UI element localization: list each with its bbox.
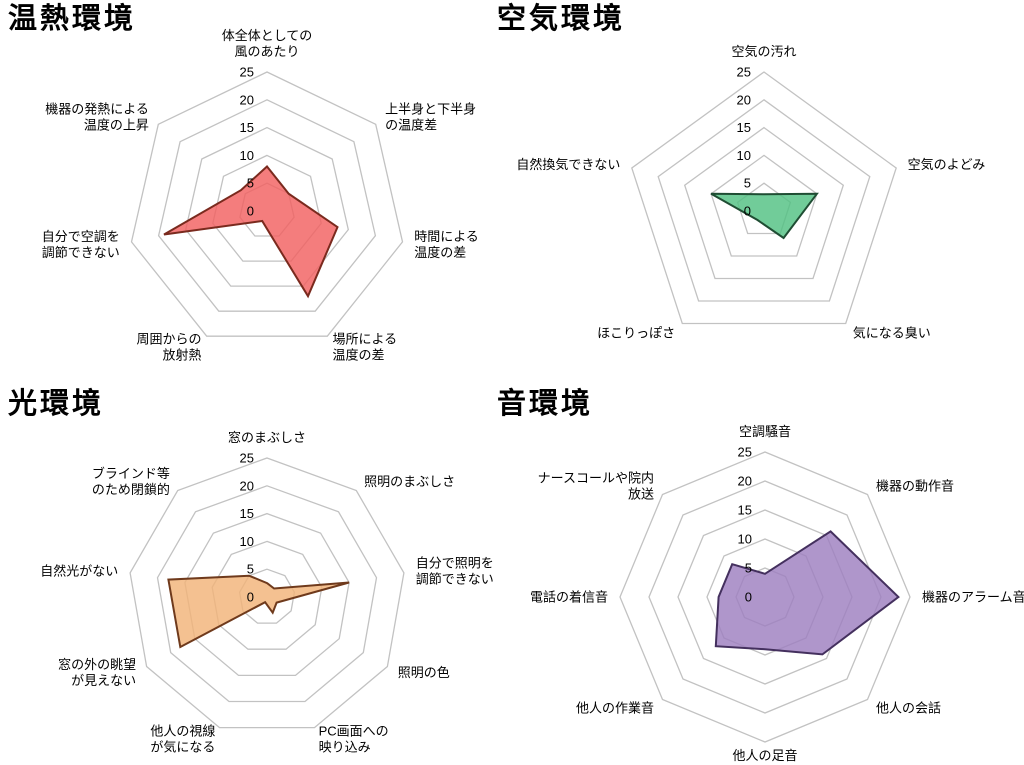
light-grid-ring-20 — [156, 485, 378, 703]
sound-tick-label-0: 0 — [745, 590, 752, 605]
sound-tick-label-25: 25 — [738, 445, 752, 460]
thermal-grid-ring-10 — [212, 154, 322, 262]
sound-axis-label-7-line-0: ナースコールや院内 — [538, 471, 654, 486]
thermal-axis-label-4-line-1: 放射熱 — [162, 348, 201, 363]
thermal-axis-label-6-line-0: 機器の発熱による — [45, 101, 149, 116]
sound-axis-label-4-line-0: 他人の足音 — [732, 748, 797, 763]
sound-environment-chart: 0 5 10 15 20 25 空調騒音機器の動作音機器のアラーム音他人の会話他人の足音 他人… — [512, 382, 1024, 765]
light-tick-label-15: 15 — [240, 506, 254, 521]
light-axis-label-1-line-0: 照明のまぶしさ — [364, 474, 455, 489]
light-tick-label-0: 0 — [247, 590, 254, 605]
light-axis-label-8-line-1: のため閉鎖的 — [92, 482, 170, 497]
sound-grid-ring-25 — [619, 451, 911, 743]
thermal-axis-label-5-line-1: 調節できない — [42, 245, 120, 260]
light-grid-ring-10 — [211, 540, 323, 650]
thermal-tick-label-10: 10 — [240, 148, 254, 163]
air-environment-chart: 0 5 10 15 20 25 空気の汚れ空気のよどみ気になる臭い ほこりっぽさ 自然換気できな… — [512, 0, 1024, 382]
thermal-grid-ring-15 — [184, 126, 350, 287]
sound-axis-label-5-line-0: 他人の作業音 — [576, 701, 654, 716]
light-axis-label-4-line-0: PC画面への — [319, 723, 389, 738]
thermal-radar-plot: 0510152025体全体としての風のあたり上半身と下半身の温度差時間による温度… — [42, 28, 479, 363]
air-axis-label-4-line-0: 自然換気できない — [516, 157, 620, 172]
chart-title-sound: 音環境 — [497, 388, 594, 420]
thermal-axis-label-5-line-0: 自分で空調を — [42, 229, 120, 244]
air-grid-ring-10 — [710, 154, 818, 257]
sound-tick-label-15: 15 — [738, 503, 752, 518]
light-axis-label-5-line-1: が気になる — [150, 739, 215, 754]
thermal-tick-label-15: 15 — [240, 120, 254, 135]
air-axis-label-2-line-0: 気になる臭い — [853, 326, 931, 341]
light-tick-label-10: 10 — [240, 534, 254, 549]
light-environment-chart: 0 5 10 15 20 25 窓のまぶしさ照明のまぶしさ自分で照明を 調節できない照明の色 P… — [0, 382, 512, 765]
air-tick-label-25: 25 — [737, 65, 751, 80]
sound-data-polygon — [714, 530, 900, 656]
light-grid-ring-25 — [129, 457, 405, 729]
air-tick-label-0: 0 — [744, 204, 751, 219]
light-axis-label-6-line-1: が見えない — [71, 673, 136, 688]
chart-title-air: 空気環境 — [497, 3, 626, 35]
light-grid-ring-15 — [184, 512, 350, 677]
light-axis-label-6-line-0: 窓の外の眺望 — [58, 657, 136, 672]
light-tick-label-20: 20 — [240, 478, 254, 493]
sound-axis-label-7-line-1: 放送 — [628, 487, 654, 502]
air-data-polygon — [710, 192, 819, 240]
sound-axis-label-2-line-0: 機器のアラーム音 — [922, 590, 1024, 605]
light-axis-label-2-line-0: 自分で照明を — [416, 555, 494, 570]
sound-axis-label-3-line-0: 他人の会話 — [876, 701, 941, 716]
thermal-axis-label-1-line-1: の温度差 — [385, 117, 437, 132]
light-data-polygon — [167, 574, 350, 649]
light-axis-label-7-line-0: 自然光がない — [40, 563, 118, 578]
thermal-tick-label-20: 20 — [240, 92, 254, 107]
chart-title-thermal: 温熱環境 — [8, 3, 137, 35]
light-axis-label-5-line-0: 他人の視線 — [150, 723, 215, 738]
thermal-tick-label-5: 5 — [247, 176, 254, 191]
thermal-grid-ring-20 — [157, 99, 377, 312]
thermal-axis-label-3-line-0: 場所による — [333, 332, 398, 347]
air-tick-label-20: 20 — [737, 92, 751, 107]
air-axis-label-1-line-0: 空気のよどみ — [908, 157, 986, 172]
thermal-axis-label-2-line-0: 時間による — [414, 229, 479, 244]
sound-axis-label-0-line-0: 空調騒音 — [739, 424, 791, 439]
thermal-data-polygon — [163, 165, 339, 299]
thermal-axis-label-3-line-1: 温度の差 — [333, 348, 385, 363]
sound-axis-label-1-line-0: 機器の動作音 — [876, 479, 954, 494]
light-tick-label-25: 25 — [240, 451, 254, 466]
sound-tick-label-5: 5 — [745, 561, 752, 576]
sound-grid-ring-20 — [648, 480, 882, 714]
sound-axis-label-6-line-0: 電話の着信音 — [530, 590, 608, 605]
light-tick-label-5: 5 — [247, 562, 254, 577]
thermal-axis-label-0-line-0: 体全体としての — [222, 28, 313, 43]
air-grid-ring-25 — [631, 71, 897, 325]
sound-tick-label-10: 10 — [738, 532, 752, 547]
air-tick-label-5: 5 — [744, 176, 751, 191]
thermal-axis-label-2-line-1: 温度の差 — [414, 245, 466, 260]
thermal-axis-label-6-line-1: 温度の上昇 — [84, 117, 149, 132]
light-axis-label-2-line-1: 調節できない — [416, 571, 494, 586]
thermal-axis-label-4-line-0: 周囲からの — [136, 332, 201, 347]
chart-title-light: 光環境 — [8, 388, 105, 420]
air-axis-label-0-line-0: 空気の汚れ — [731, 44, 796, 59]
air-tick-label-10: 10 — [737, 148, 751, 163]
thermal-tick-label-0: 0 — [247, 204, 254, 219]
light-axis-label-4-line-1: 映り込み — [319, 739, 371, 754]
light-axis-label-8-line-0: ブラインド等 — [92, 466, 170, 481]
thermal-grid-ring-25 — [130, 71, 404, 337]
air-axis-label-3-line-0: ほこりっぽさ — [597, 326, 675, 341]
air-tick-label-15: 15 — [737, 120, 751, 135]
thermal-environment-chart: 0 5 10 15 20 25 体全体としての 風のあたり 上半身と下半身 の温度差 時間による 温度… — [0, 0, 512, 382]
air-grid-ring-15 — [683, 126, 845, 280]
thermal-tick-label-25: 25 — [240, 65, 254, 80]
thermal-axis-label-1-line-0: 上半身と下半身 — [385, 101, 476, 116]
sound-tick-label-20: 20 — [738, 474, 752, 489]
thermal-axis-label-0-line-1: 風のあたり — [234, 44, 299, 59]
light-axis-label-3-line-0: 照明の色 — [398, 665, 450, 680]
air-grid-ring-20 — [657, 98, 871, 302]
light-axis-label-0-line-0: 窓のまぶしさ — [228, 430, 306, 445]
